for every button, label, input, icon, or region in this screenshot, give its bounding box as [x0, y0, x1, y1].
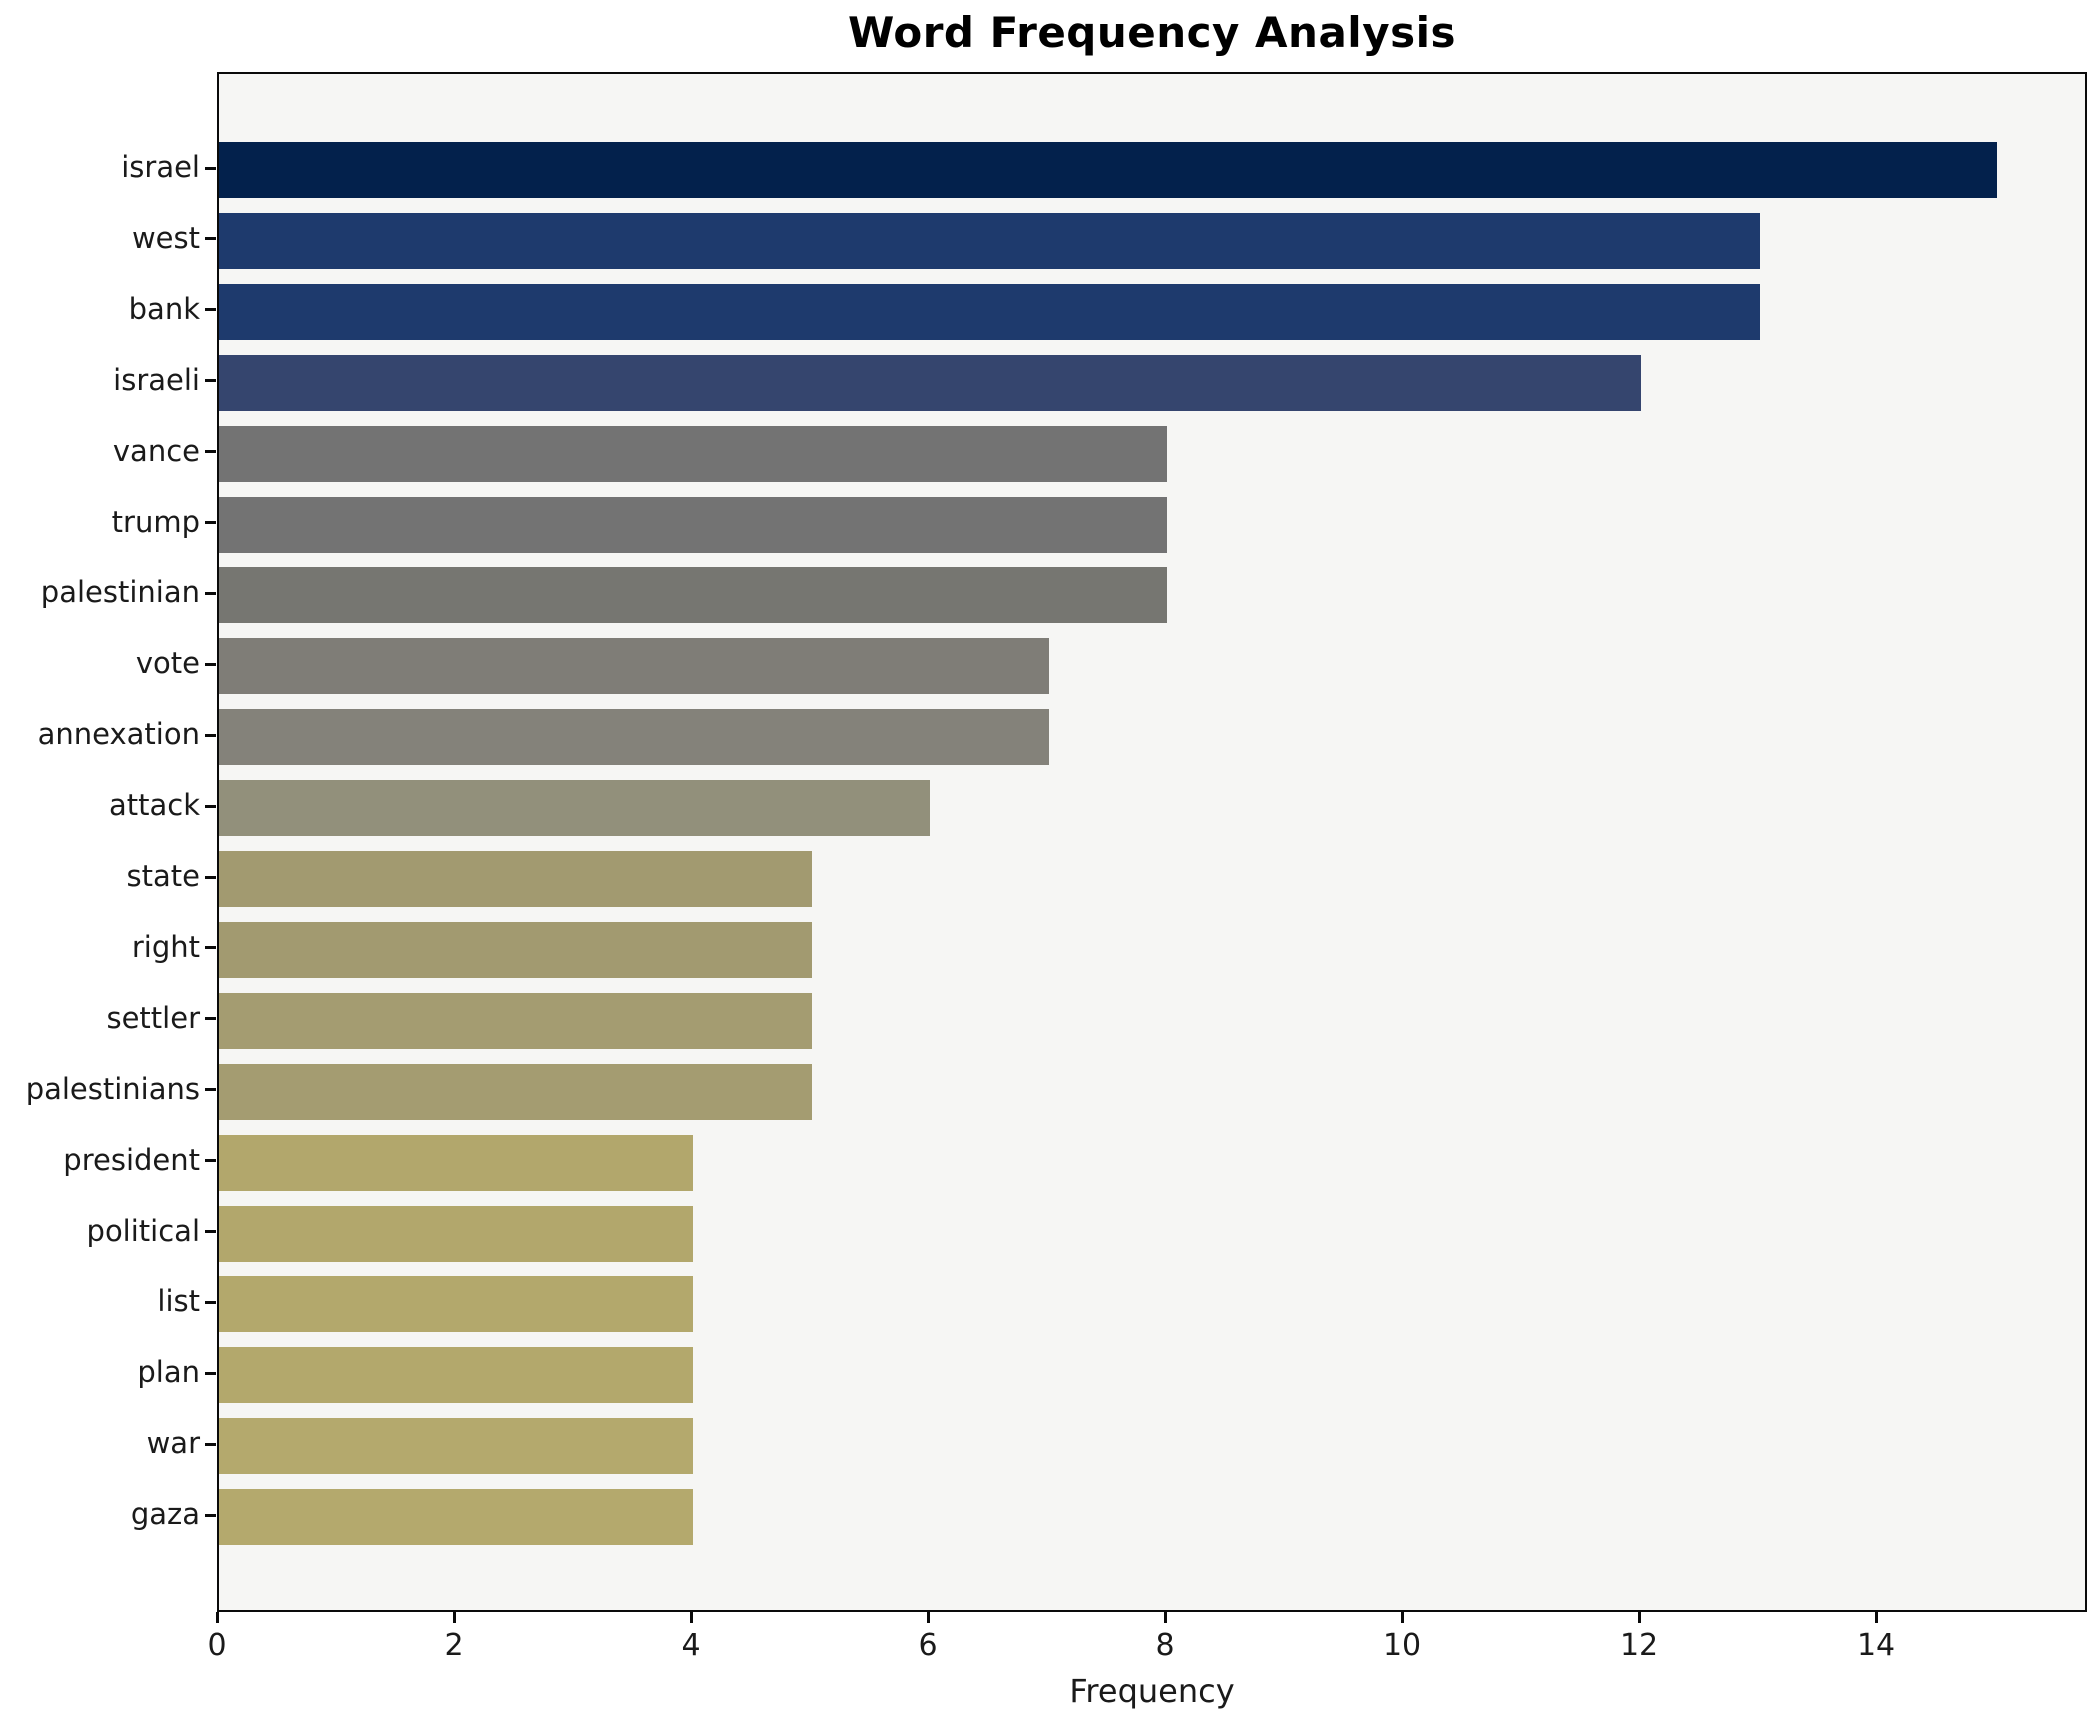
bar-attack [219, 780, 931, 837]
bar-state [219, 851, 812, 907]
ytick-mark [205, 946, 216, 950]
ytick-mark [205, 1442, 216, 1446]
ytick-label-president: president [63, 1142, 200, 1177]
bar-settler [219, 992, 812, 1049]
ytick-label-gaza: gaza [130, 1497, 200, 1532]
ytick-mark [205, 875, 216, 879]
ytick-mark [205, 733, 216, 737]
ytick-label-vote: vote [135, 646, 200, 681]
xtick-label-6: 6 [918, 1628, 938, 1663]
ytick-label-vance: vance [112, 433, 200, 468]
xtick-mark [215, 1612, 219, 1623]
ytick-mark [205, 450, 216, 454]
xtick-mark [1874, 1612, 1878, 1623]
ytick-mark [205, 379, 216, 383]
bar-vote [219, 638, 1049, 695]
bar-trump [219, 496, 1168, 553]
ytick-mark [205, 1230, 216, 1233]
xtick-label-10: 10 [1382, 1628, 1422, 1663]
ytick-label-political: political [86, 1213, 200, 1248]
xtick-label-4: 4 [681, 1628, 701, 1663]
bar-bank [219, 283, 1760, 340]
plot-area [217, 72, 2087, 1612]
bar-israel [219, 142, 1997, 198]
xtick-mark [689, 1612, 693, 1623]
ytick-label-west: west [131, 220, 200, 255]
ytick-mark [205, 804, 216, 808]
ytick-label-list: list [157, 1284, 200, 1319]
bar-war [219, 1418, 694, 1475]
bar-annexation [219, 709, 1049, 766]
xtick-mark [1400, 1612, 1404, 1623]
xtick-label-0: 0 [207, 1628, 227, 1663]
bar-palestinian [219, 567, 1168, 624]
ytick-label-state: state [126, 859, 200, 893]
ytick-label-annexation: annexation [37, 717, 200, 752]
ytick-mark [205, 591, 216, 595]
ytick-mark [205, 1371, 216, 1375]
bar-plan [219, 1347, 694, 1404]
ytick-mark [205, 521, 216, 524]
xtick-mark [926, 1612, 930, 1623]
ytick-mark [205, 1017, 216, 1021]
ytick-label-right: right [131, 929, 200, 964]
ytick-mark [205, 237, 216, 241]
ytick-mark [205, 1159, 216, 1163]
ytick-label-palestinians: palestinians [25, 1071, 200, 1106]
xtick-label-8: 8 [1155, 1628, 1175, 1663]
ytick-label-war: war [146, 1426, 200, 1461]
ytick-label-trump: trump [111, 504, 200, 539]
x-axis-title: Frequency [1069, 1672, 1235, 1710]
ytick-mark [205, 1300, 216, 1304]
chart-title: Word Frequency Analysis [848, 8, 1456, 57]
bar-gaza [219, 1489, 694, 1546]
ytick-label-israeli: israeli [113, 362, 200, 397]
bar-west [219, 212, 1760, 269]
ytick-mark [205, 308, 216, 312]
ytick-label-plan: plan [137, 1355, 200, 1390]
ytick-label-attack: attack [108, 788, 200, 823]
bar-political [219, 1205, 694, 1262]
ytick-label-bank: bank [128, 291, 200, 326]
ytick-label-palestinian: palestinian [40, 575, 200, 610]
bar-right [219, 921, 812, 978]
ytick-mark [205, 662, 216, 666]
xtick-mark [452, 1612, 456, 1623]
bar-palestinians [219, 1063, 812, 1120]
ytick-mark [205, 1088, 216, 1092]
bar-israeli [219, 354, 1642, 411]
ytick-mark [205, 1513, 216, 1517]
bar-vance [219, 425, 1168, 482]
xtick-mark [1637, 1612, 1641, 1623]
bar-president [219, 1134, 694, 1191]
xtick-label-2: 2 [444, 1628, 464, 1663]
xtick-mark [1163, 1612, 1167, 1623]
xtick-label-12: 12 [1619, 1628, 1659, 1663]
xtick-label-14: 14 [1856, 1628, 1896, 1663]
ytick-label-settler: settler [106, 1000, 200, 1035]
ytick-label-israel: israel [121, 150, 200, 184]
ytick-mark [205, 166, 216, 170]
bar-list [219, 1276, 694, 1333]
